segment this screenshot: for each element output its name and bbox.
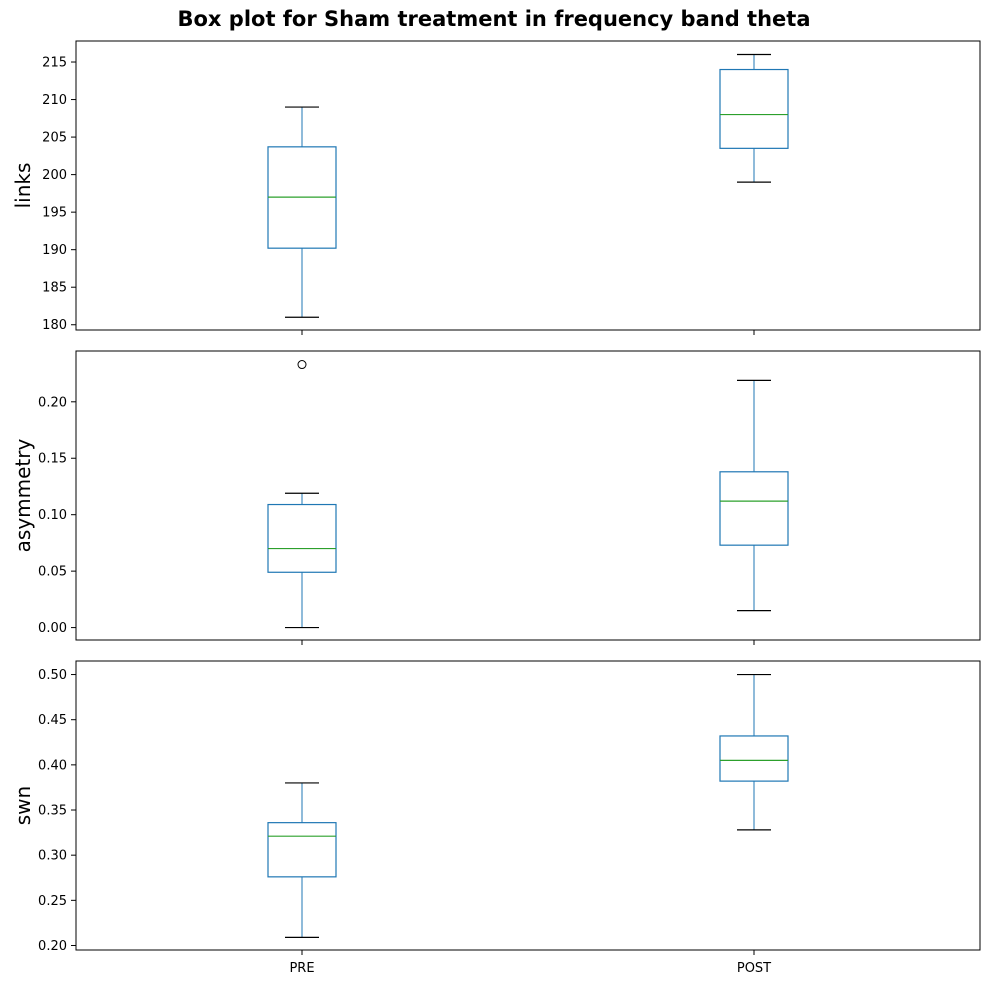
box-pre: [267, 106, 337, 318]
ytick-label: 215: [42, 56, 67, 71]
ytick-label: 0.20: [38, 395, 67, 410]
ytick-label: 0.20: [38, 939, 67, 954]
xtick-label: PRE: [289, 961, 314, 976]
ytick-label: 0.05: [38, 565, 67, 580]
ytick-label: 0.00: [38, 621, 67, 636]
flier-point: [297, 360, 307, 370]
ylabel-asymmetry: asymmetry: [11, 438, 35, 552]
ytick-label: 200: [42, 168, 67, 183]
ylabel-links: links: [11, 163, 35, 209]
box-body: [719, 68, 789, 149]
box-body: [719, 471, 789, 546]
panel-swn: 0.20 0.25 0.30 0.35 0.40 0.45 0.50 swn: [11, 660, 981, 955]
ytick-label: 205: [42, 131, 67, 146]
ytick-label: 210: [42, 93, 67, 108]
panels: 180 185 190 195 200 205 210 215 links 0.00 0.05 0.1…: [11, 40, 981, 976]
ytick-label: 0.40: [38, 758, 67, 773]
ytick-label: 185: [42, 281, 67, 296]
ytick-label: 0.35: [38, 804, 67, 819]
box-body: [719, 735, 789, 782]
chart-title: Box plot for Sham treatment in frequency…: [178, 7, 811, 31]
box-post: [719, 379, 789, 612]
box-body: [267, 503, 337, 573]
ytick-label: 180: [42, 318, 67, 333]
box-pre: [267, 782, 337, 938]
ylabel-swn: swn: [11, 786, 35, 825]
ytick-label: 195: [42, 206, 67, 221]
panel-frame: [75, 660, 981, 951]
ytick-label: 0.10: [38, 508, 67, 523]
box-post: [719, 673, 789, 831]
box-post: [719, 53, 789, 183]
ytick-label: 0.25: [38, 894, 67, 909]
panel-frame: [75, 350, 981, 641]
panel-links: 180 185 190 195 200 205 210 215 links: [11, 40, 981, 335]
ytick-label: 0.50: [38, 668, 67, 683]
xtick-label: POST: [737, 961, 771, 976]
panel-asymmetry: 0.00 0.05 0.10 0.15 0.20 asymmetry: [11, 350, 981, 645]
ytick-label: 0.30: [38, 849, 67, 864]
ytick-label: 0.15: [38, 452, 67, 467]
ytick-label: 190: [42, 243, 67, 258]
ytick-label: 0.45: [38, 713, 67, 728]
box-pre: [267, 360, 337, 629]
box-body: [267, 822, 337, 878]
panel-frame: [75, 40, 981, 331]
